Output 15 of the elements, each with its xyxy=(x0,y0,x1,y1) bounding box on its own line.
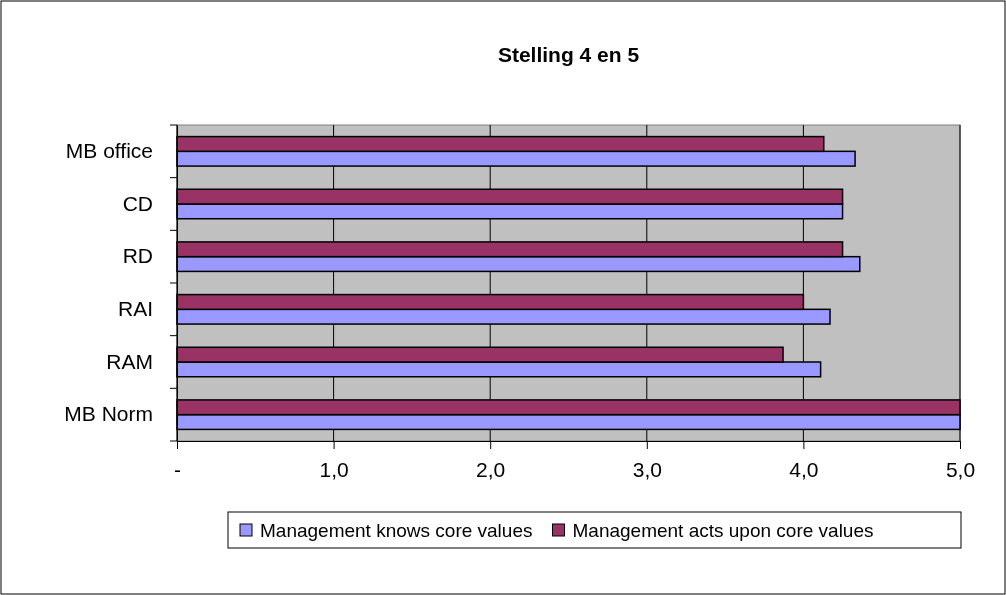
x-tick-label: 4,0 xyxy=(789,458,819,482)
x-tick-label: 5,0 xyxy=(945,458,976,482)
x-tick-label: - xyxy=(174,458,181,482)
y-tick-label: CD xyxy=(122,191,153,215)
y-tick-label: RAI xyxy=(117,297,153,321)
x-tick-label: 2,0 xyxy=(476,458,506,482)
chart-title: Stelling 4 en 5 xyxy=(497,43,640,66)
y-tick-label: MB Norm xyxy=(64,402,153,426)
y-tick-label: RAM xyxy=(106,349,153,373)
legend-label: Management acts upon core values xyxy=(572,520,874,541)
legend-label: Management knows core values xyxy=(260,520,533,541)
y-tick-label: RD xyxy=(122,244,153,268)
x-tick-label: 3,0 xyxy=(632,458,662,482)
x-tick-label: 1,0 xyxy=(319,458,349,482)
y-tick-label: MB office xyxy=(65,139,153,163)
